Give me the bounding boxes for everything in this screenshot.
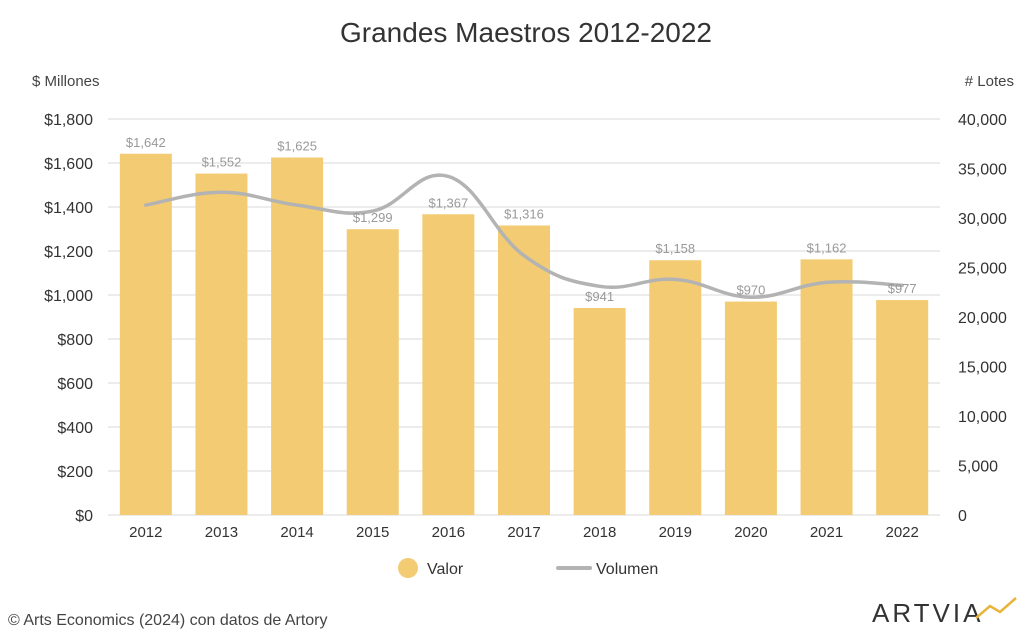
y-left-tick-label: $400 — [57, 420, 93, 437]
logo-wordmark: ARTVIA — [872, 598, 983, 628]
bar — [800, 259, 853, 515]
y-left-axis-label: $ Millones — [32, 73, 100, 90]
source-note: © Arts Economics (2024) con datos de Art… — [8, 612, 328, 629]
volume-line-path — [144, 173, 904, 299]
legend-label-volumen: Volumen — [596, 561, 658, 578]
bar-value-label: $1,552 — [202, 155, 242, 170]
y-right-tick-label: 25,000 — [958, 261, 1007, 278]
y-left-tick-label: $200 — [57, 464, 93, 481]
x-axis: 2012 2013 2014 2015 2016 2017 2018 2019 2020 2021… — [129, 524, 919, 541]
bars — [119, 153, 929, 516]
bar — [876, 300, 929, 515]
bar-value-label: $1,316 — [504, 206, 544, 221]
y-right-tick-label: 35,000 — [958, 162, 1007, 179]
legend-swatch-valor — [398, 558, 418, 578]
x-tick-label: 2012 — [129, 524, 162, 541]
bar-value-label: $1,642 — [126, 135, 166, 150]
x-tick-label: 2013 — [205, 524, 238, 541]
bar-value-label: $977 — [888, 281, 917, 296]
x-tick-label: 2020 — [734, 524, 767, 541]
bar — [649, 260, 702, 515]
x-tick-label: 2016 — [432, 524, 465, 541]
logo-zigzag-icon — [975, 597, 1017, 619]
bar-value-label: $1,299 — [353, 210, 393, 225]
x-tick-label: 2014 — [280, 524, 313, 541]
bar-value-label: $1,625 — [277, 139, 317, 154]
x-tick-label: 2015 — [356, 524, 389, 541]
chart-title: Grandes Maestros 2012-2022 — [340, 17, 712, 48]
legend-label-valor: Valor — [427, 561, 464, 578]
y-right-tick-label: 15,000 — [958, 360, 1007, 377]
bar — [498, 225, 550, 516]
x-tick-label: 2021 — [810, 524, 843, 541]
bar-value-label: $970 — [736, 283, 765, 298]
y-left-tick-label: $1,000 — [44, 288, 93, 305]
y-right-tick-label: 20,000 — [958, 310, 1007, 327]
y-left-tick-label: $1,600 — [44, 156, 93, 173]
y-left-tick-label: $1,400 — [44, 200, 93, 217]
volume-line — [144, 173, 904, 299]
legend: Valor Volumen — [398, 558, 658, 578]
x-tick-label: 2022 — [885, 524, 918, 541]
data-labels: $1,642 $1,552 $1,625 $1,299 $1,367 $1,316 $941… — [126, 135, 917, 304]
y-left-tick-label: $800 — [57, 332, 93, 349]
x-tick-label: 2018 — [583, 524, 616, 541]
bar — [724, 301, 777, 515]
y-left-tick-label: $1,800 — [44, 112, 93, 129]
bar — [195, 173, 248, 515]
y-left-tick-label: $600 — [57, 376, 93, 393]
y-right-tick-label: 10,000 — [958, 409, 1007, 426]
bar — [422, 214, 475, 515]
bar-value-label: $1,367 — [428, 195, 468, 210]
y-left-axis: $0 $200 $400 $600 $800 $1,000 $1,200 $1,400 $1,6… — [44, 112, 93, 525]
y-left-tick-label: $0 — [75, 508, 93, 525]
y-left-tick-label: $1,200 — [44, 244, 93, 261]
bar-value-label: $941 — [585, 289, 614, 304]
bar — [119, 153, 172, 515]
y-right-tick-label: 5,000 — [958, 459, 998, 476]
bar — [346, 229, 399, 515]
artvia-logo: ARTVIA — [872, 597, 1017, 628]
y-right-tick-label: 40,000 — [958, 112, 1007, 129]
y-right-tick-label: 30,000 — [958, 211, 1007, 228]
bar-value-label: $1,162 — [807, 240, 847, 255]
x-tick-label: 2017 — [507, 524, 540, 541]
y-right-tick-label: 0 — [958, 508, 967, 525]
y-right-axis-label: # Lotes — [965, 73, 1014, 90]
bar-value-label: $1,158 — [655, 241, 695, 256]
bar — [271, 157, 324, 515]
y-right-axis: 0 5,000 10,000 15,000 20,000 25,000 30,000 35,0… — [958, 112, 1007, 525]
x-tick-label: 2019 — [659, 524, 692, 541]
bar — [573, 307, 626, 515]
